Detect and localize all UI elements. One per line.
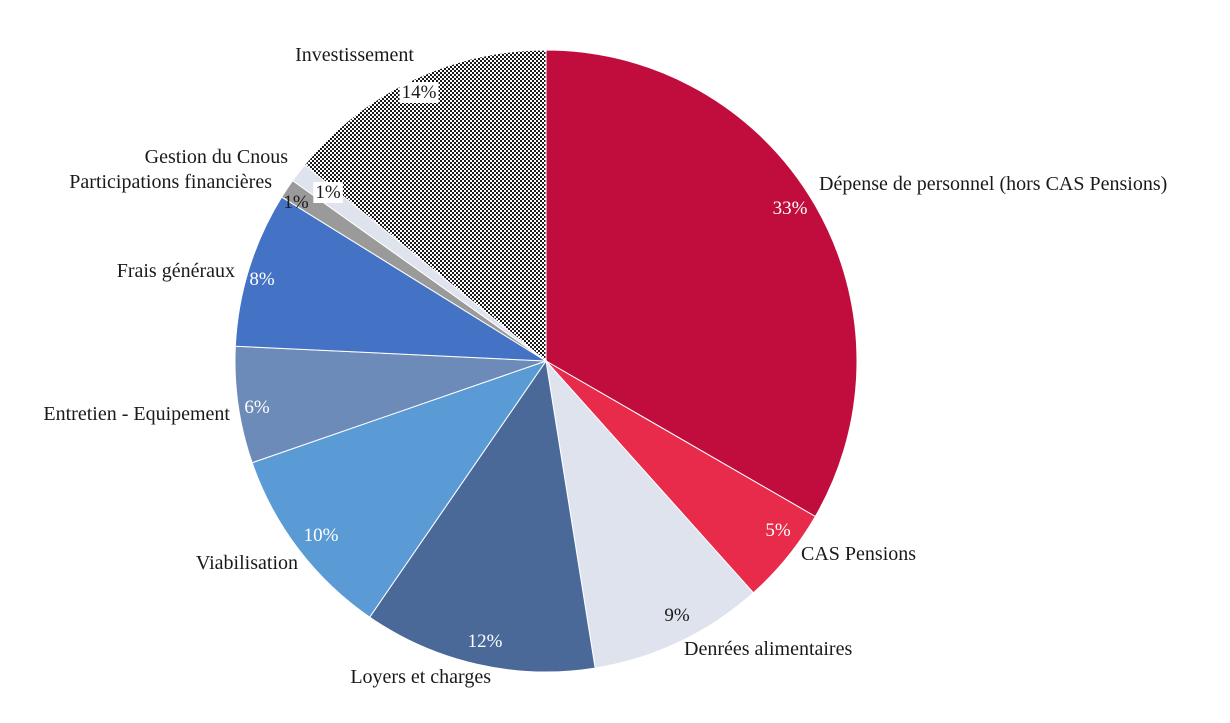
percentage-label-background — [313, 182, 343, 203]
slice-category-label: Loyers et charges — [350, 666, 491, 688]
slice-percentage-label: 1% — [315, 182, 341, 203]
slice-percentage-label: 33% — [773, 198, 808, 219]
slice-percentage-label: 14% — [402, 82, 437, 103]
pie-slice — [545, 49, 858, 518]
slice-percentage-label: 1% — [283, 192, 309, 213]
pie-slices — [234, 49, 858, 673]
slice-category-label: Denrées alimentaires — [684, 638, 852, 660]
slice-percentage-label: 8% — [249, 269, 275, 290]
slice-percentage-label: 5% — [765, 520, 791, 541]
pie-slice — [303, 49, 547, 363]
pie-slice — [234, 196, 548, 362]
pie-slice — [251, 360, 548, 618]
slice-category-label: CAS Pensions — [801, 543, 916, 565]
slice-category-label: Dépense de personnel (hors CAS Pensions) — [819, 173, 1167, 195]
category-labels: Dépense de personnel (hors CAS Pensions)… — [43, 44, 1167, 688]
slice-percentage-label: 9% — [664, 605, 690, 626]
percentage-label-background — [399, 82, 439, 103]
slice-percentage-label: 12% — [468, 631, 503, 652]
slice-category-label: Entretien - Equipement — [43, 403, 230, 425]
slice-category-label: Participations financières — [69, 171, 272, 193]
slice-category-label: Gestion du Cnous — [145, 146, 289, 168]
slice-percentage-label: 6% — [244, 397, 270, 418]
pie-slice — [545, 359, 755, 669]
slice-percentage-label: 10% — [304, 525, 339, 546]
slice-category-label: Viabilisation — [196, 552, 298, 574]
slice-category-label: Investissement — [295, 44, 414, 66]
slice-category-label: Frais généraux — [117, 260, 235, 282]
pie-slice — [368, 359, 596, 673]
pie-slice — [234, 345, 547, 464]
percentage-labels: 33% 5% 9% 12% 10% 6% 8% 1% 1% 14% — [244, 82, 808, 652]
